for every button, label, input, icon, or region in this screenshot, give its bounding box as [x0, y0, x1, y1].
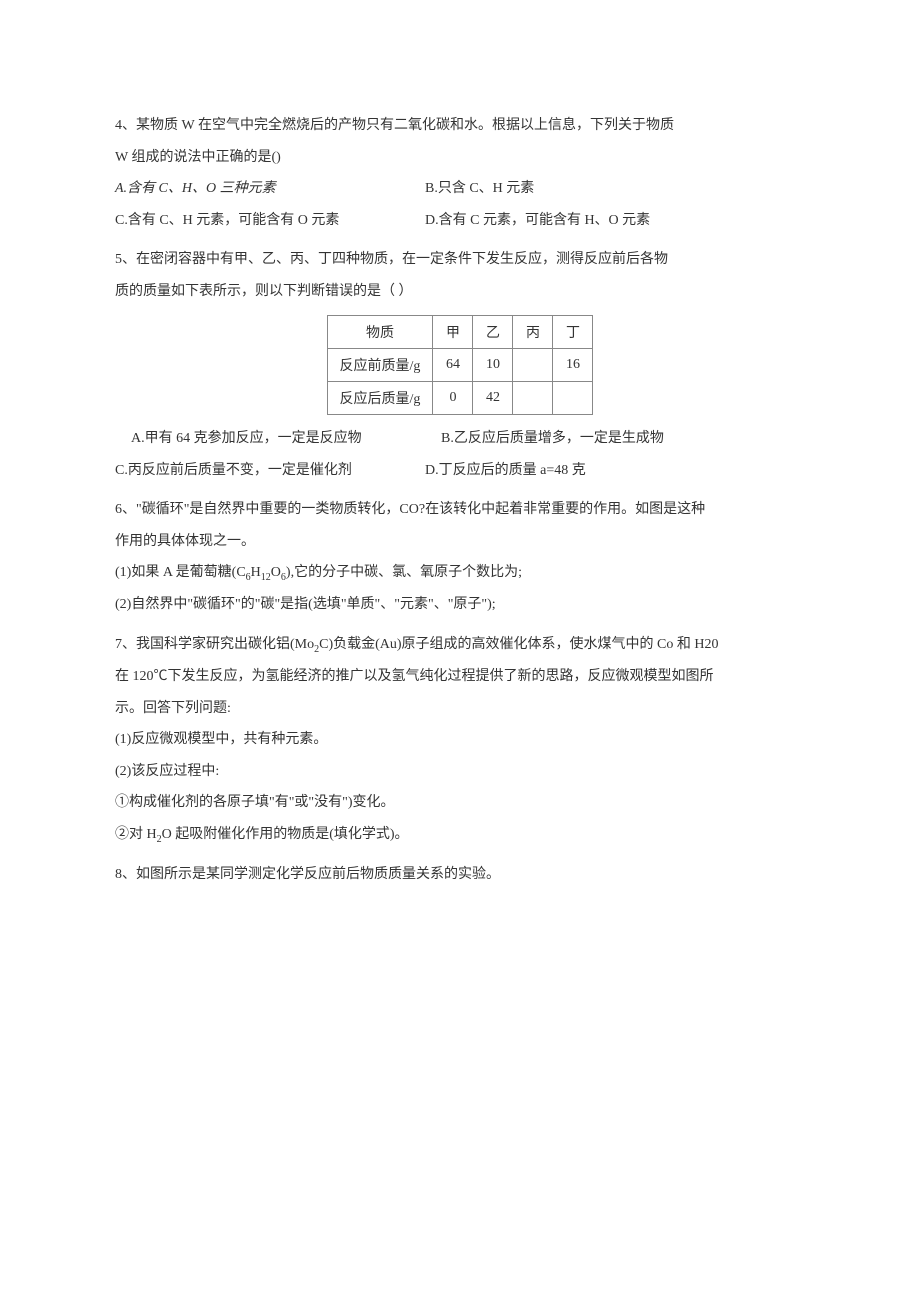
table-row: 物质 甲 乙 丙 丁	[327, 316, 593, 349]
q7-sub2b-post: O 起吸附催化作用的物质是(填化学式)。	[162, 827, 409, 842]
q5-stem-line1: 5、在密闭容器中有甲、乙、丙、丁四种物质，在一定条件下发生反应，测得反应前后各物	[115, 244, 805, 276]
q6-sub1-f2: 12	[261, 572, 271, 583]
table-header-cell: 甲	[433, 316, 473, 349]
table-header-cell: 乙	[473, 316, 513, 349]
q7-stem-line2: 在 120℃下发生反应，为氢能经济的推广以及氢气纯化过程提供了新的思路，反应微观…	[115, 661, 805, 693]
table-cell: 42	[473, 382, 513, 415]
q4-stem-line1: 4、某物质 W 在空气中完全燃烧后的产物只有二氧化碳和水。根据以上信息，下列关于…	[115, 110, 805, 142]
table-row: 反应前质量/g 64 10 16	[327, 349, 593, 382]
table-cell	[553, 382, 593, 415]
table-row: 反应后质量/g 0 42	[327, 382, 593, 415]
q5-option-c: C.丙反应前后质量不变，一定是催化剂	[115, 455, 425, 487]
question-4: 4、某物质 W 在空气中完全燃烧后的产物只有二氧化碳和水。根据以上信息，下列关于…	[115, 110, 805, 236]
q4-option-c: C.含有 C、H 元素，可能含有 O 元素	[115, 205, 425, 237]
q5-table: 物质 甲 乙 丙 丁 反应前质量/g 64 10 16 反应后质量/g 0 42	[327, 315, 594, 415]
table-cell: 反应后质量/g	[327, 382, 433, 415]
q8-stem: 8、如图所示是某同学测定化学反应前后物质质量关系的实验。	[115, 859, 805, 891]
table-cell	[513, 349, 553, 382]
q4-option-a-text: A.含有 C、H、O 三种元素	[115, 181, 276, 196]
q4-options-row2: C.含有 C、H 元素，可能含有 O 元素 D.含有 C 元素，可能含有 H、O…	[115, 205, 805, 237]
q6-sub2: (2)自然界中"碳循环"的"碳"是指(选填"单质"、"元素"、"原子");	[115, 589, 805, 621]
q5-options-row2: C.丙反应前后质量不变，一定是催化剂 D.丁反应后的质量 a=48 克	[115, 455, 805, 487]
q7-sub2: (2)该反应过程中:	[115, 756, 805, 788]
q7-stem-line3: 示。回答下列问题:	[115, 693, 805, 725]
q7-stem-line1: 7、我国科学家研究出碳化铝(Mo2C)负载金(Au)原子组成的高效催化体系，使水…	[115, 629, 805, 661]
question-6: 6、"碳循环"是自然界中重要的一类物质转化，CO?在该转化中起着非常重要的作用。…	[115, 494, 805, 621]
q6-stem-line2: 作用的具体体现之一。	[115, 526, 805, 558]
question-7: 7、我国科学家研究出碳化铝(Mo2C)负载金(Au)原子组成的高效催化体系，使水…	[115, 629, 805, 851]
table-cell: 0	[433, 382, 473, 415]
q6-sub1-pre: (1)如果 A 是葡萄糖(C	[115, 565, 246, 580]
table-header-cell: 丁	[553, 316, 593, 349]
q7-sub2b: ②对 H2O 起吸附催化作用的物质是(填化学式)。	[115, 819, 805, 851]
q6-sub1-h: H	[251, 565, 261, 580]
q7-stem-pre: 7、我国科学家研究出碳化铝(Mo	[115, 637, 314, 652]
q4-option-b: B.只含 C、H 元素	[425, 173, 805, 205]
q6-sub1-post: ),它的分子中碳、氯、氧原子个数比为;	[286, 565, 522, 580]
q5-option-d: D.丁反应后的质量 a=48 克	[425, 455, 805, 487]
question-8: 8、如图所示是某同学测定化学反应前后物质质量关系的实验。	[115, 859, 805, 891]
q4-option-a: A.含有 C、H、O 三种元素	[115, 173, 425, 205]
q4-options-row1: A.含有 C、H、O 三种元素 B.只含 C、H 元素	[115, 173, 805, 205]
q6-sub1-o: O	[271, 565, 281, 580]
q4-option-d: D.含有 C 元素，可能含有 H、O 元素	[425, 205, 805, 237]
q6-stem-line1: 6、"碳循环"是自然界中重要的一类物质转化，CO?在该转化中起着非常重要的作用。…	[115, 494, 805, 526]
q4-stem-line2: W 组成的说法中正确的是()	[115, 142, 805, 174]
q5-option-b: B.乙反应后质量增多，一定是生成物	[441, 423, 805, 455]
q7-sub1: (1)反应微观模型中，共有种元素。	[115, 724, 805, 756]
question-5: 5、在密闭容器中有甲、乙、丙、丁四种物质，在一定条件下发生反应，测得反应前后各物…	[115, 244, 805, 486]
table-cell: 10	[473, 349, 513, 382]
q7-stem-post: C)负载金(Au)原子组成的高效催化体系，使水煤气中的 Co 和 H20	[319, 637, 718, 652]
q7-sub2a: ①构成催化剂的各原子填"有"或"没有")变化。	[115, 787, 805, 819]
q5-options-row1: A.甲有 64 克参加反应，一定是反应物 B.乙反应后质量增多，一定是生成物	[115, 423, 805, 455]
table-cell: 16	[553, 349, 593, 382]
table-cell: 64	[433, 349, 473, 382]
table-cell: 反应前质量/g	[327, 349, 433, 382]
q6-sub1: (1)如果 A 是葡萄糖(C6H12O6),它的分子中碳、氯、氧原子个数比为;	[115, 557, 805, 589]
q7-sub2b-pre: ②对 H	[115, 827, 157, 842]
q5-stem-line2: 质的质量如下表所示，则以下判断错误的是（ ）	[115, 276, 805, 308]
table-header-cell: 物质	[327, 316, 433, 349]
table-cell	[513, 382, 553, 415]
table-header-cell: 丙	[513, 316, 553, 349]
q5-option-a: A.甲有 64 克参加反应，一定是反应物	[131, 423, 441, 455]
